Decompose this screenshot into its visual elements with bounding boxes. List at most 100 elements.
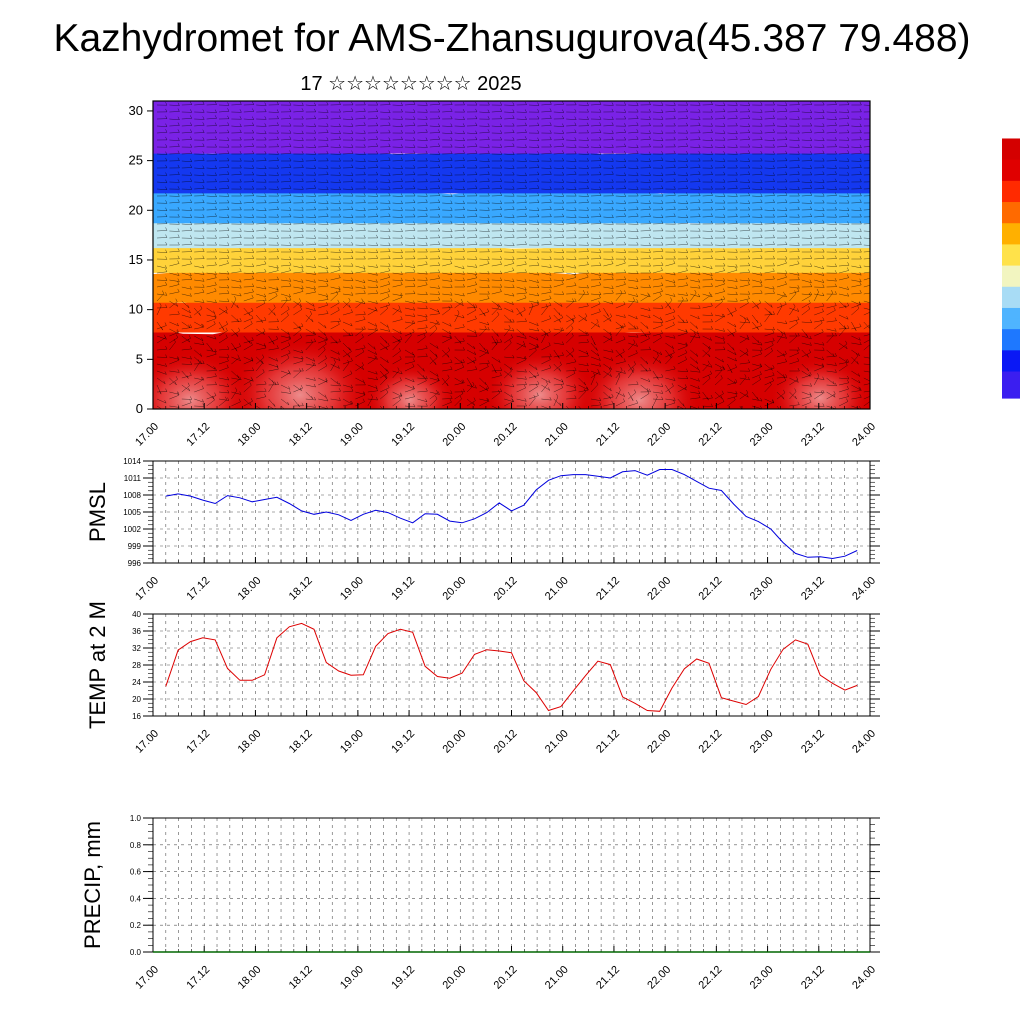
wind-barb	[256, 185, 267, 190]
wind-barb	[851, 228, 862, 232]
wind-barb	[442, 359, 453, 365]
wind-barb	[665, 279, 676, 284]
colorbar-segment	[1002, 228, 1020, 235]
wind-barb	[181, 286, 192, 290]
wind-barb	[479, 277, 490, 282]
colorbar-segment	[1002, 382, 1020, 389]
wind-barb	[342, 150, 354, 155]
pmsl-ylabel: PMSL	[85, 482, 110, 542]
wind-barb	[851, 370, 861, 378]
wind-barb	[454, 123, 465, 127]
wind-barb	[479, 398, 489, 407]
wind-barb	[838, 115, 850, 120]
wind-barb	[789, 116, 800, 120]
wind-barb	[169, 234, 180, 239]
wind-barb	[838, 325, 846, 337]
wind-barb	[727, 206, 738, 211]
wind-barb	[305, 235, 317, 239]
wind-barb	[355, 300, 366, 305]
wind-barb	[814, 248, 825, 253]
wind-barb	[243, 158, 255, 162]
wind-barb	[442, 377, 449, 387]
wind-barb	[814, 241, 825, 246]
wind-barb	[504, 292, 515, 297]
wind-barb	[541, 295, 552, 302]
wind-barb	[789, 137, 800, 141]
wind-barb	[169, 150, 180, 155]
wind-barb	[491, 200, 503, 204]
wind-barb	[665, 308, 676, 316]
wind-barb	[652, 151, 664, 155]
wind-barb	[640, 275, 651, 281]
wind-barb	[677, 398, 685, 407]
wind-barb	[541, 264, 552, 268]
xtick-label: 20.12	[492, 728, 520, 756]
wind-barb	[194, 122, 205, 127]
wind-barb	[466, 274, 478, 281]
wind-barb	[256, 108, 267, 113]
wind-barb	[801, 305, 811, 316]
wind-barb	[590, 319, 599, 330]
wind-barb	[417, 313, 428, 318]
wind-barb	[690, 314, 700, 320]
wind-barb	[516, 269, 527, 274]
wind-barb	[528, 302, 534, 316]
wind-barb	[566, 367, 577, 372]
wind-barb	[491, 381, 503, 386]
wind-barb	[752, 102, 763, 106]
wind-barb	[652, 178, 664, 183]
wind-barb	[318, 336, 328, 344]
wind-barb	[640, 213, 651, 218]
wind-barb	[342, 108, 354, 113]
wind-barb	[652, 292, 662, 302]
pmsl-series-line	[165, 469, 858, 560]
wind-barb	[342, 178, 354, 183]
wind-barb	[591, 199, 602, 204]
wind-barb	[330, 151, 341, 155]
wind-barb	[504, 367, 512, 379]
wind-barb	[628, 115, 639, 120]
wind-barb	[305, 328, 315, 335]
wind-barb	[293, 228, 304, 232]
wind-barb	[714, 193, 726, 197]
wind-barb	[814, 272, 825, 276]
wind-barb	[702, 276, 713, 281]
wind-barb	[776, 259, 787, 267]
wind-barb	[231, 328, 239, 337]
xtick-label: 24.00	[850, 728, 878, 756]
wind-barb	[727, 298, 738, 302]
wind-barb	[256, 199, 267, 204]
wind-barb	[665, 383, 674, 393]
wind-barb	[194, 214, 205, 218]
wind-barb	[318, 143, 329, 148]
wind-barb	[764, 234, 775, 239]
wind-barb	[578, 314, 587, 322]
wind-barb	[789, 157, 800, 162]
wind-barb	[156, 227, 168, 232]
wind-barb	[590, 397, 602, 401]
wind-barb	[243, 234, 255, 239]
wind-barb	[702, 272, 713, 276]
wind-barb	[318, 186, 329, 190]
wind-barb	[628, 235, 639, 239]
wind-barb	[789, 123, 800, 127]
wind-barb	[553, 157, 565, 162]
wind-barb	[702, 206, 713, 211]
wind-barb	[739, 164, 751, 169]
wind-barb	[491, 185, 503, 190]
wind-barb	[615, 256, 627, 260]
wind-barb	[442, 185, 453, 190]
wind-barb	[404, 307, 416, 311]
wind-barb	[318, 242, 329, 246]
wind-barb	[690, 271, 701, 275]
wind-barb	[789, 221, 800, 225]
wind-barb	[280, 293, 292, 298]
xtick-label: 18.12	[287, 964, 315, 992]
wind-barb	[318, 293, 329, 297]
wind-barb	[863, 285, 870, 288]
wind-barb	[429, 164, 441, 169]
xtick-label: 19.12	[389, 728, 417, 756]
wind-barb	[442, 130, 453, 134]
wind-barb	[826, 178, 837, 183]
wind-barb	[801, 349, 812, 358]
